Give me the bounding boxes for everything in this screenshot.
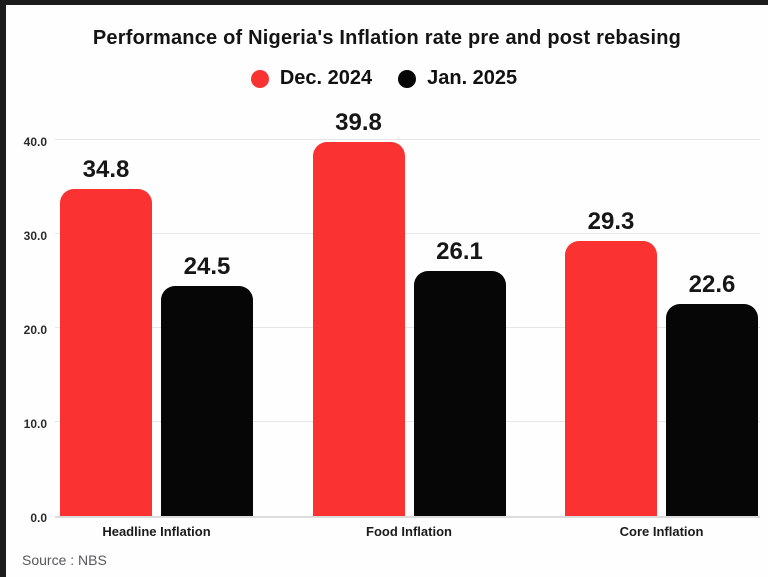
legend-label-dec-2024: Dec. 2024 [279, 67, 373, 89]
x-label-food-inflation: Food Inflation [366, 524, 452, 539]
bar-dec-2024-food-inflation [312, 141, 405, 516]
legend-swatch-dec-2024-icon [250, 69, 269, 88]
x-label-core-inflation: Core Inflation [619, 524, 704, 539]
bar-group-core-inflation: 29.3 22.6 [565, 208, 758, 516]
bar-wrap-dec-2024-headline-inflation: 34.8 [60, 156, 152, 516]
plot-area: 34.8 24.5 39.8 26.1 29.3 22.6 [55, 109, 760, 518]
y-axis: 0.0 10.0 20.0 30.0 40.0 [6, 112, 55, 525]
bar-wrap-jan-2025-food-inflation: 26.1 [413, 238, 506, 516]
value-label-jan-2025-core-inflation: 22.6 [688, 270, 736, 298]
bar-dec-2024-headline-inflation [60, 188, 152, 516]
bar-chart: 0.0 10.0 20.0 30.0 40.0 34.8 24.5 39.8 26.1 29.3… [6, 109, 760, 525]
source-note: Source : NBS [22, 552, 107, 568]
bar-jan-2025-core-inflation [666, 303, 758, 516]
bar-wrap-jan-2025-headline-inflation: 24.5 [161, 253, 253, 516]
y-tick-30.0: 30.0 [23, 229, 47, 243]
bar-dec-2024-core-inflation [565, 240, 657, 516]
bar-group-headline-inflation: 34.8 24.5 [60, 156, 253, 516]
legend: Dec. 2024 Jan. 2025 [0, 67, 768, 90]
value-label-dec-2024-core-inflation: 29.3 [587, 207, 635, 235]
x-axis-labels: Headline Inflation Food Inflation Core Inf… [55, 524, 760, 539]
gridline-40.0 [55, 139, 760, 140]
y-tick-0.0: 0.0 [30, 511, 47, 525]
left-edge-bar [0, 0, 6, 577]
bar-group-food-inflation: 39.8 26.1 [312, 109, 506, 516]
y-tick-20.0: 20.0 [23, 323, 47, 337]
gridline-30.0 [55, 233, 760, 234]
x-label-headline-inflation: Headline Inflation [102, 524, 211, 539]
top-edge-bar [0, 0, 768, 5]
y-tick-40.0: 40.0 [23, 135, 47, 149]
legend-label-jan-2025: Jan. 2025 [427, 67, 518, 89]
bar-wrap-dec-2024-core-inflation: 29.3 [565, 208, 657, 516]
legend-item-jan-2025: Jan. 2025 [398, 67, 517, 90]
chart-title: Performance of Nigeria's Inflation rate … [92, 27, 682, 49]
gridline-10.0 [55, 421, 760, 422]
y-tick-10.0: 10.0 [23, 417, 47, 431]
gridline-20.0 [55, 327, 760, 328]
value-label-jan-2025-headline-inflation: 24.5 [183, 252, 231, 280]
value-label-dec-2024-food-inflation: 39.8 [335, 108, 382, 136]
legend-swatch-jan-2025-icon [398, 69, 417, 88]
bar-jan-2025-headline-inflation [161, 285, 253, 516]
legend-item-dec-2024: Dec. 2024 [250, 67, 373, 90]
value-label-jan-2025-food-inflation: 26.1 [436, 237, 483, 265]
bar-wrap-dec-2024-food-inflation: 39.8 [312, 109, 405, 516]
value-label-dec-2024-headline-inflation: 34.8 [82, 155, 130, 183]
bar-jan-2025-food-inflation [413, 270, 506, 516]
bar-wrap-jan-2025-core-inflation: 22.6 [666, 271, 758, 516]
